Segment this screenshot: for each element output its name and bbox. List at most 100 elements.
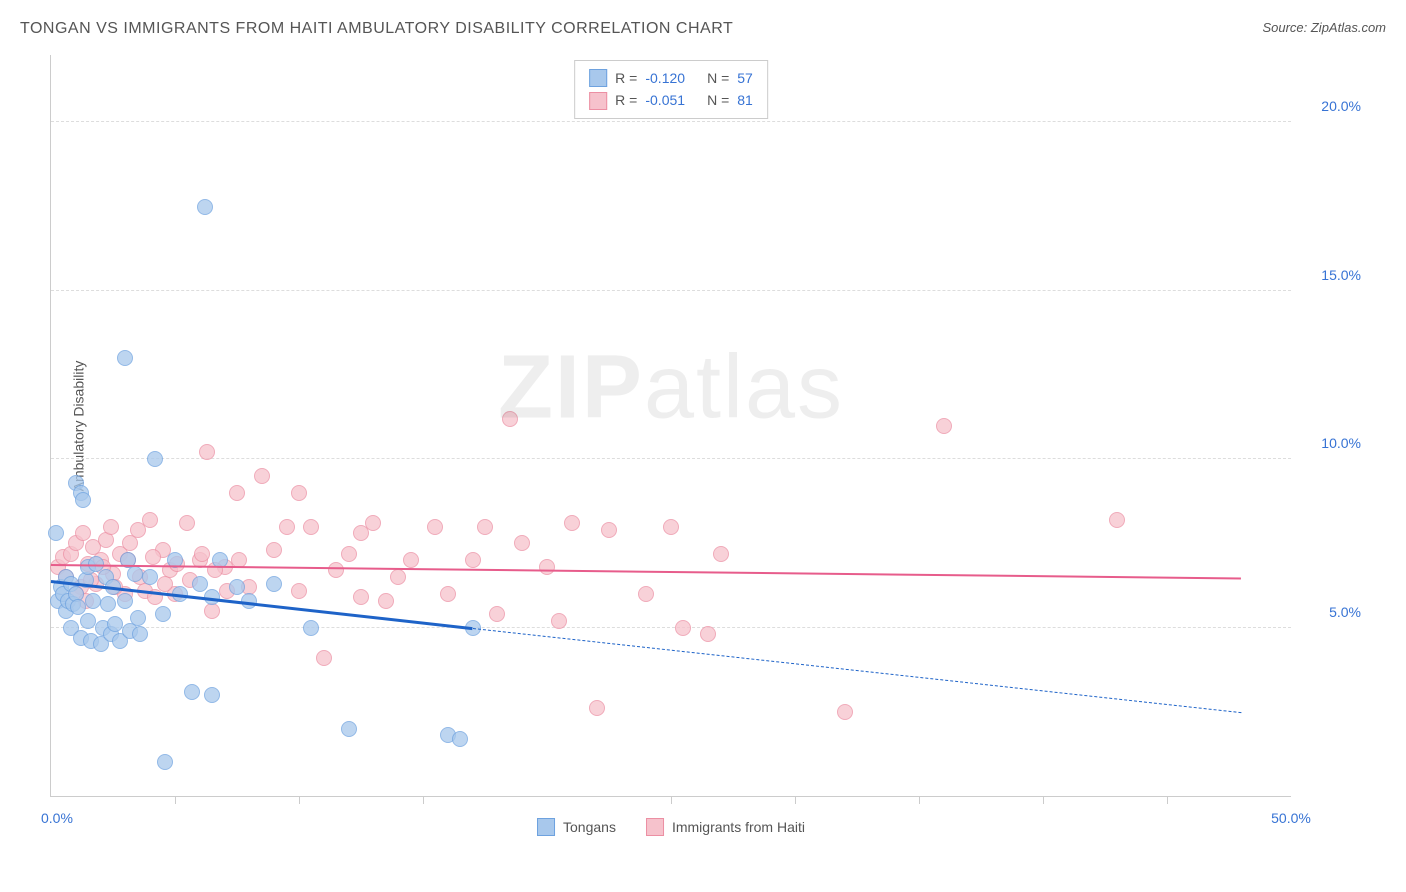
point-tongans <box>130 610 146 626</box>
point-tongans <box>132 626 148 642</box>
point-haiti <box>1109 512 1125 528</box>
point-haiti <box>837 704 853 720</box>
point-haiti <box>514 535 530 551</box>
trend-line <box>473 628 1242 713</box>
legend-swatch <box>537 818 555 836</box>
point-haiti <box>427 519 443 535</box>
gridline <box>51 290 1291 291</box>
point-haiti <box>291 583 307 599</box>
point-haiti <box>936 418 952 434</box>
legend-swatch <box>646 818 664 836</box>
point-haiti <box>145 549 161 565</box>
legend-row: R = -0.051 N = 81 <box>589 89 753 111</box>
point-haiti <box>341 546 357 562</box>
y-axis-label: Ambulatory Disability <box>70 360 86 491</box>
legend-series: Tongans Immigrants from Haiti <box>537 818 805 836</box>
plot-area: Ambulatory Disability ZIPatlas R = -0.12… <box>50 55 1291 797</box>
point-haiti <box>440 586 456 602</box>
point-tongans <box>452 731 468 747</box>
legend-r-value: -0.120 <box>645 67 685 89</box>
legend-item: Immigrants from Haiti <box>646 818 805 836</box>
point-haiti <box>365 515 381 531</box>
point-haiti <box>266 542 282 558</box>
legend-n-label: N = <box>707 89 729 111</box>
x-tick <box>299 796 300 804</box>
legend-n-value: 57 <box>737 67 753 89</box>
point-haiti <box>465 552 481 568</box>
point-tongans <box>303 620 319 636</box>
legend-row: R = -0.120 N = 57 <box>589 67 753 89</box>
legend-label: Immigrants from Haiti <box>672 819 805 835</box>
point-haiti <box>279 519 295 535</box>
point-tongans <box>155 606 171 622</box>
x-tick <box>1167 796 1168 804</box>
source-label: Source: ZipAtlas.com <box>1262 20 1386 35</box>
point-haiti <box>638 586 654 602</box>
point-tongans <box>142 569 158 585</box>
point-haiti <box>254 468 270 484</box>
point-haiti <box>403 552 419 568</box>
gridline <box>51 458 1291 459</box>
point-haiti <box>229 485 245 501</box>
gridline <box>51 121 1291 122</box>
point-haiti <box>291 485 307 501</box>
point-haiti <box>601 522 617 538</box>
x-tick <box>795 796 796 804</box>
point-tongans <box>127 566 143 582</box>
legend-r-label: R = <box>615 67 637 89</box>
legend-n-value: 81 <box>737 89 753 111</box>
legend-n-label: N = <box>707 67 729 89</box>
point-tongans <box>85 593 101 609</box>
point-tongans <box>184 684 200 700</box>
point-tongans <box>75 492 91 508</box>
point-haiti <box>157 576 173 592</box>
point-tongans <box>341 721 357 737</box>
x-tick <box>919 796 920 804</box>
y-tick-label: 10.0% <box>1321 435 1361 451</box>
point-tongans <box>107 616 123 632</box>
legend-item: Tongans <box>537 818 616 836</box>
point-tongans <box>80 613 96 629</box>
point-haiti <box>663 519 679 535</box>
point-haiti <box>589 700 605 716</box>
chart-title: TONGAN VS IMMIGRANTS FROM HAITI AMBULATO… <box>20 20 733 38</box>
point-haiti <box>564 515 580 531</box>
point-haiti <box>179 515 195 531</box>
y-tick-label: 20.0% <box>1321 98 1361 114</box>
point-haiti <box>303 519 319 535</box>
point-tongans <box>117 593 133 609</box>
point-tongans <box>197 199 213 215</box>
point-haiti <box>675 620 691 636</box>
point-haiti <box>489 606 505 622</box>
point-tongans <box>117 350 133 366</box>
point-tongans <box>229 579 245 595</box>
x-origin-label: 0.0% <box>41 810 73 826</box>
point-tongans <box>266 576 282 592</box>
point-haiti <box>502 411 518 427</box>
point-haiti <box>477 519 493 535</box>
point-haiti <box>390 569 406 585</box>
y-tick-label: 5.0% <box>1329 604 1361 620</box>
legend-r-label: R = <box>615 89 637 111</box>
point-tongans <box>100 596 116 612</box>
watermark: ZIPatlas <box>498 337 844 440</box>
gridline <box>51 627 1291 628</box>
point-haiti <box>142 512 158 528</box>
point-haiti <box>353 589 369 605</box>
point-haiti <box>199 444 215 460</box>
point-haiti <box>194 546 210 562</box>
point-haiti <box>551 613 567 629</box>
legend-r-value: -0.051 <box>645 89 685 111</box>
point-tongans <box>157 754 173 770</box>
point-tongans <box>192 576 208 592</box>
point-haiti <box>539 559 555 575</box>
chart-container: Ambulatory Disability ZIPatlas R = -0.12… <box>50 55 1376 842</box>
point-tongans <box>147 451 163 467</box>
point-haiti <box>700 626 716 642</box>
point-haiti <box>328 562 344 578</box>
x-tick <box>423 796 424 804</box>
point-haiti <box>316 650 332 666</box>
point-haiti <box>713 546 729 562</box>
legend-label: Tongans <box>563 819 616 835</box>
point-haiti <box>103 519 119 535</box>
